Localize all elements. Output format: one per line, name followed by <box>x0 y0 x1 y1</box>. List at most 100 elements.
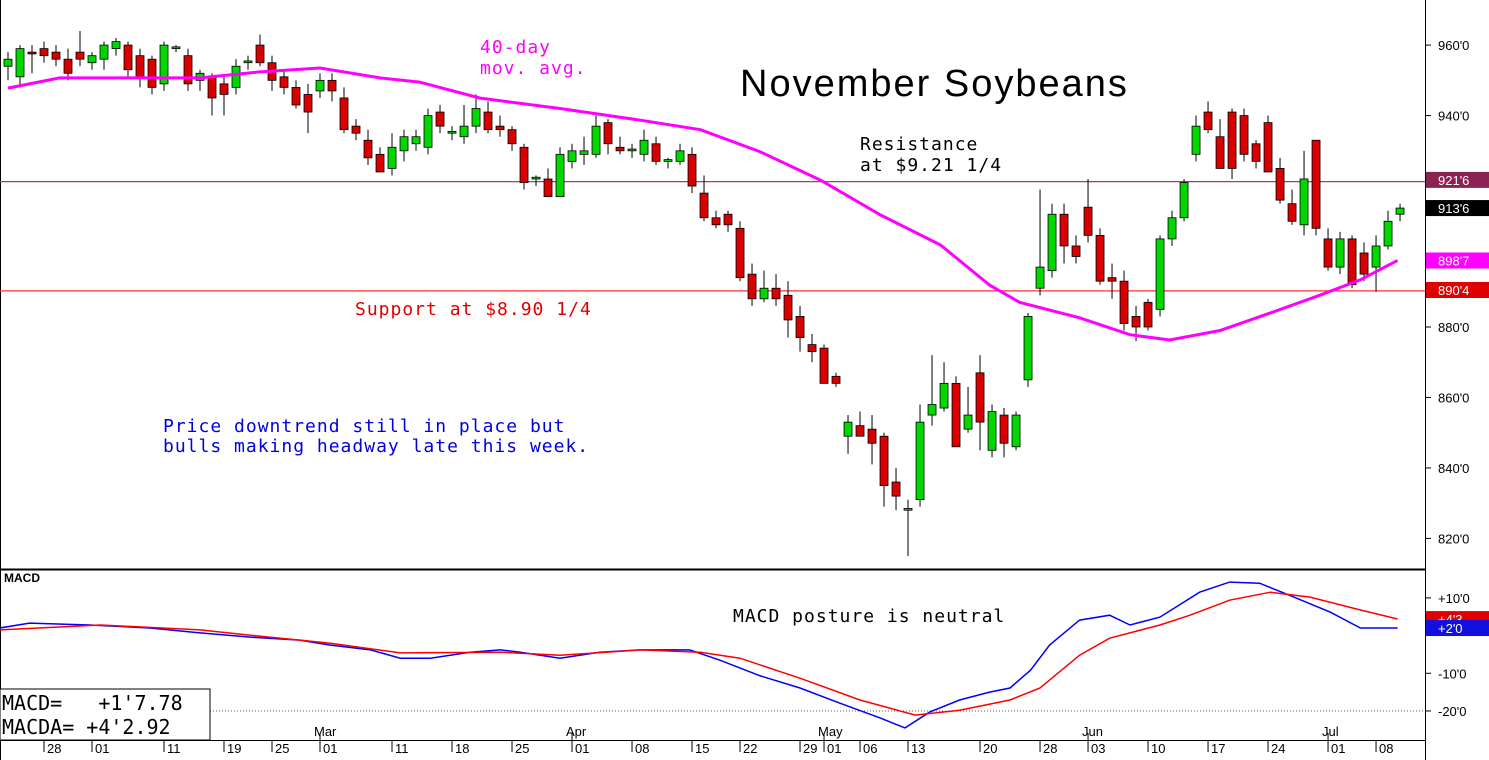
x-tick-label: 10 <box>1151 741 1165 756</box>
x-tick-label: 29 <box>803 741 817 756</box>
candle-body <box>63 58 73 74</box>
candle-body <box>579 150 589 155</box>
candle-body <box>591 125 601 155</box>
candle-body <box>795 316 805 338</box>
candle-body <box>1143 301 1153 328</box>
candle-body <box>387 146 397 169</box>
candle-body <box>1011 414 1021 448</box>
y-tick-label: 860'0 <box>1438 390 1469 405</box>
candle-body <box>1107 277 1117 282</box>
candle-body <box>207 76 217 99</box>
candle-body <box>1155 238 1165 310</box>
candle-body <box>1287 203 1297 222</box>
x-tick-label: 24 <box>1271 741 1285 756</box>
candle-body <box>531 176 541 180</box>
candle-body <box>39 48 49 57</box>
candle-body <box>1131 316 1141 328</box>
annotation: at $9.21 1/4 <box>860 155 1002 176</box>
candle-body <box>1071 245 1081 257</box>
candle-body <box>963 414 973 430</box>
x-tick-label: 11 <box>167 741 181 756</box>
readout-box <box>0 688 211 741</box>
x-tick-label: 01 <box>95 741 109 756</box>
x-tick-label: 28 <box>1043 741 1057 756</box>
candle-body <box>891 481 901 497</box>
candle-body <box>471 108 481 127</box>
x-tick-label: 03 <box>1091 741 1105 756</box>
candle-body <box>1347 238 1357 286</box>
readout: MACDA= +4'2.92 <box>2 715 171 739</box>
candle-body <box>1083 206 1093 236</box>
chart-title: November Soybeans <box>740 63 1129 105</box>
candle-body <box>375 153 385 173</box>
candle-body <box>1371 245 1381 268</box>
y-tick-label: 960'0 <box>1438 38 1469 53</box>
y-tick-label: -10'0 <box>1438 666 1467 681</box>
candle-body <box>603 122 613 145</box>
candle-body <box>567 150 577 162</box>
candle-body <box>339 97 349 131</box>
candle-body <box>1047 213 1057 272</box>
candle-body <box>1191 125 1201 155</box>
candle-body <box>519 146 529 183</box>
plot: 960'0 940'0 880'0 860'0 840'0 820'0 28 01 11 19 25… <box>0 31 1489 756</box>
annotation: 40-day <box>480 37 551 58</box>
candle-body <box>3 58 13 67</box>
candle-body <box>219 83 229 95</box>
x-tick-label: 13 <box>911 741 925 756</box>
candle-body <box>1299 178 1309 226</box>
candle-body <box>723 213 733 226</box>
candle-body <box>255 44 265 64</box>
annotation: MACD posture is neutral <box>733 606 1005 627</box>
candle-body <box>51 51 61 60</box>
candle-body <box>999 414 1009 444</box>
candle-body <box>435 111 445 127</box>
candle-body <box>363 139 373 159</box>
annotation: bulls making headway late this week. <box>163 436 589 457</box>
x-tick-label: 25 <box>515 741 529 756</box>
price-tag-label: 921'6 <box>1438 173 1469 188</box>
month-label: Apr <box>566 724 587 739</box>
candle-body <box>123 44 133 71</box>
price-tag <box>1426 200 1489 217</box>
candle-body <box>807 344 817 353</box>
candle-body <box>1215 136 1225 169</box>
candle-body <box>783 294 793 321</box>
y-tick-label: 880'0 <box>1438 320 1469 335</box>
price-tag-label: 913'6 <box>1438 201 1469 216</box>
readout: MACD= +1'7.78 <box>2 691 183 715</box>
candle-body <box>987 411 997 451</box>
candle-body <box>459 125 469 138</box>
candle-body <box>867 428 877 444</box>
candle-body <box>915 421 925 501</box>
candle-body <box>639 139 649 155</box>
x-tick-label: 01 <box>827 741 841 756</box>
candle-body <box>771 287 781 300</box>
candle-body <box>879 435 889 486</box>
candle-body <box>291 86 301 106</box>
x-tick-label: 01 <box>575 741 589 756</box>
price-tag-label: +2'0 <box>1438 621 1463 636</box>
y-tick-label: 940'0 <box>1438 109 1469 124</box>
candle-body <box>819 347 829 384</box>
candle-body <box>627 148 637 152</box>
price-tag-label: 890'4 <box>1438 283 1469 298</box>
y-tick-label: 820'0 <box>1438 531 1469 546</box>
candle-body <box>951 382 961 448</box>
month-label: May <box>818 724 843 739</box>
price-tag <box>1426 620 1489 637</box>
x-tick-label: 01 <box>1331 741 1345 756</box>
month-label: Jul <box>1322 724 1339 739</box>
candle-body <box>483 111 493 131</box>
x-tick-label: 08 <box>635 741 649 756</box>
price-tag-label: 898'7 <box>1438 253 1469 268</box>
y-tick-label: -20'0 <box>1438 704 1467 719</box>
x-tick-label: 01 <box>323 741 337 756</box>
candle-body <box>279 76 289 88</box>
candle-body <box>831 375 841 384</box>
x-tick-label: 22 <box>743 741 757 756</box>
x-tick-label: 06 <box>863 741 877 756</box>
candle-body <box>99 44 109 60</box>
